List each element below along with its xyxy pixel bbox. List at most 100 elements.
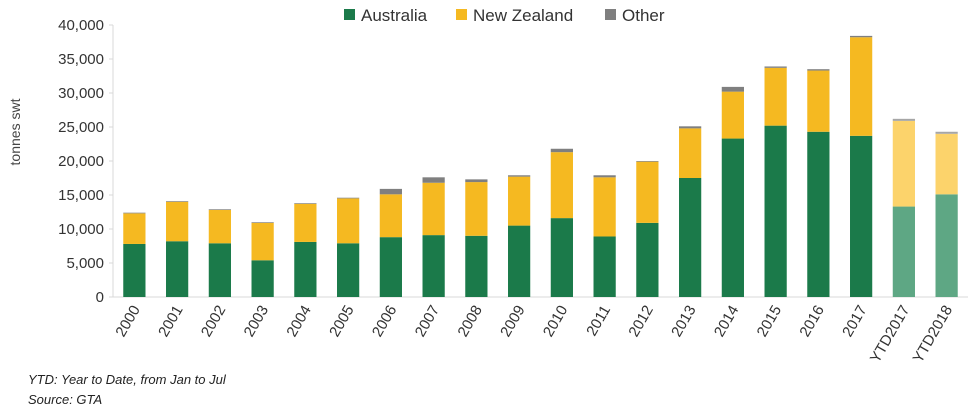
bar-new-zealand-2009 xyxy=(508,176,531,226)
bar-australia-2012 xyxy=(636,222,659,297)
bar-other-2003 xyxy=(251,222,274,223)
x-tick-label: YTD2017 xyxy=(867,303,913,366)
x-tick-label: 2016 xyxy=(796,303,827,340)
bar-other-2004 xyxy=(294,203,317,204)
x-tick-label: 2010 xyxy=(540,303,571,340)
bar-new-zealand-2015 xyxy=(764,67,787,126)
chart-legend: Australia New Zealand Other xyxy=(344,6,665,25)
bar-australia-2003 xyxy=(251,260,274,297)
y-tick-label: 35,000 xyxy=(58,51,104,68)
bar-new-zealand-2016 xyxy=(807,70,830,132)
bar-other-2005 xyxy=(337,197,360,199)
x-tick-label: 2013 xyxy=(668,303,699,340)
bar-other-2009 xyxy=(508,175,531,177)
bar-other-2000 xyxy=(123,212,146,214)
legend-swatch-new-zealand xyxy=(456,9,467,20)
bar-other-2001 xyxy=(166,201,189,202)
x-tick-label: 2002 xyxy=(198,303,229,340)
y-tick-label: 30,000 xyxy=(58,85,104,102)
bar-other-2011 xyxy=(593,175,616,178)
bar-australia-ytd2018 xyxy=(935,194,958,297)
x-tick-label: 2014 xyxy=(711,303,742,340)
bar-australia-2017 xyxy=(850,135,873,297)
bar-other-2016 xyxy=(807,69,830,71)
bar-new-zealand-2010 xyxy=(550,152,573,219)
x-tick-label: 2007 xyxy=(412,303,443,340)
x-tick-label: 2004 xyxy=(283,303,314,340)
bar-new-zealand-2002 xyxy=(208,209,231,244)
x-tick-label: 2015 xyxy=(754,303,785,340)
bar-other-2007 xyxy=(422,177,445,183)
legend-swatch-other xyxy=(605,9,616,20)
bar-other-2010 xyxy=(550,148,573,153)
bar-new-zealand-2000 xyxy=(123,213,146,244)
x-tick-label: 2003 xyxy=(241,303,272,340)
x-tick-label: 2011 xyxy=(583,303,614,339)
bar-series xyxy=(123,35,958,297)
bar-other-2014 xyxy=(721,86,744,92)
bar-australia-2006 xyxy=(379,237,402,297)
bar-new-zealand-2001 xyxy=(166,201,189,242)
bar-new-zealand-2008 xyxy=(465,182,488,236)
y-tick-label: 20,000 xyxy=(58,153,104,170)
x-tick-label: 2017 xyxy=(839,303,870,340)
bar-other-2017 xyxy=(850,35,873,38)
bar-new-zealand-2012 xyxy=(636,161,659,223)
bar-australia-2004 xyxy=(294,241,317,297)
bar-new-zealand-2017 xyxy=(850,37,873,136)
x-tick-label: 2009 xyxy=(497,303,528,340)
x-tick-label: 2005 xyxy=(326,303,357,340)
legend-label-other: Other xyxy=(622,6,665,25)
x-tick-label: YTD2018 xyxy=(910,303,956,366)
bar-new-zealand-2007 xyxy=(422,182,445,236)
y-tick-label: 25,000 xyxy=(58,119,104,136)
footnote-ytd: YTD: Year to Date, from Jan to Jul xyxy=(28,372,226,387)
x-tick-label: 2012 xyxy=(625,303,656,340)
x-axis-ticks: 2000 2001 2002 2003 2004 2005 2006 2007 2008 2009… xyxy=(112,303,956,366)
y-tick-label: 0 xyxy=(96,289,104,306)
footnote-source: Source: GTA xyxy=(28,392,103,407)
y-tick-label: 15,000 xyxy=(58,187,104,204)
bar-other-ytd2017 xyxy=(892,118,915,121)
bar-australia-2008 xyxy=(465,235,488,297)
bar-new-zealand-2013 xyxy=(679,128,702,178)
y-tick-label: 10,000 xyxy=(58,221,104,238)
y-axis-ticks: 0 5,000 10,000 15,000 20,000 25,000 30,000 35,0… xyxy=(58,17,113,306)
legend-swatch-australia xyxy=(344,9,355,20)
bar-australia-2007 xyxy=(422,235,445,297)
x-tick-label: 2000 xyxy=(112,303,143,340)
x-tick-label: 2001 xyxy=(155,303,186,340)
bar-other-ytd2018 xyxy=(935,131,958,134)
bar-australia-2011 xyxy=(593,236,616,297)
bar-other-2012 xyxy=(636,161,659,162)
y-axis-label: tonnes swt xyxy=(7,98,23,165)
bar-other-2002 xyxy=(208,209,231,210)
bar-new-zealand-2005 xyxy=(337,198,360,244)
y-tick-label: 5,000 xyxy=(66,255,104,272)
bar-other-2015 xyxy=(764,66,787,68)
x-tick-label: 2006 xyxy=(369,303,400,340)
bar-new-zealand-2006 xyxy=(379,194,402,238)
bar-australia-2005 xyxy=(337,243,360,297)
bar-other-2006 xyxy=(379,188,402,195)
bar-australia-2013 xyxy=(679,178,702,297)
bar-new-zealand-2003 xyxy=(251,222,274,261)
bar-australia-2015 xyxy=(764,125,787,297)
legend-label-australia: Australia xyxy=(361,6,428,25)
x-tick-label: 2008 xyxy=(454,303,485,340)
y-tick-label: 40,000 xyxy=(58,17,104,34)
bar-australia-2000 xyxy=(123,243,146,297)
bar-other-2013 xyxy=(679,126,702,129)
bar-australia-2002 xyxy=(208,243,231,297)
bar-australia-2014 xyxy=(721,138,744,297)
bar-other-2008 xyxy=(465,179,488,183)
bar-australia-2016 xyxy=(807,131,830,297)
bar-australia-ytd2017 xyxy=(892,206,915,297)
bar-australia-2001 xyxy=(166,241,189,297)
legend-label-new-zealand: New Zealand xyxy=(473,6,573,25)
bar-new-zealand-2014 xyxy=(721,91,744,139)
bar-new-zealand-ytd2018 xyxy=(935,133,958,195)
bar-australia-2010 xyxy=(550,218,573,297)
bar-australia-2009 xyxy=(508,225,531,297)
